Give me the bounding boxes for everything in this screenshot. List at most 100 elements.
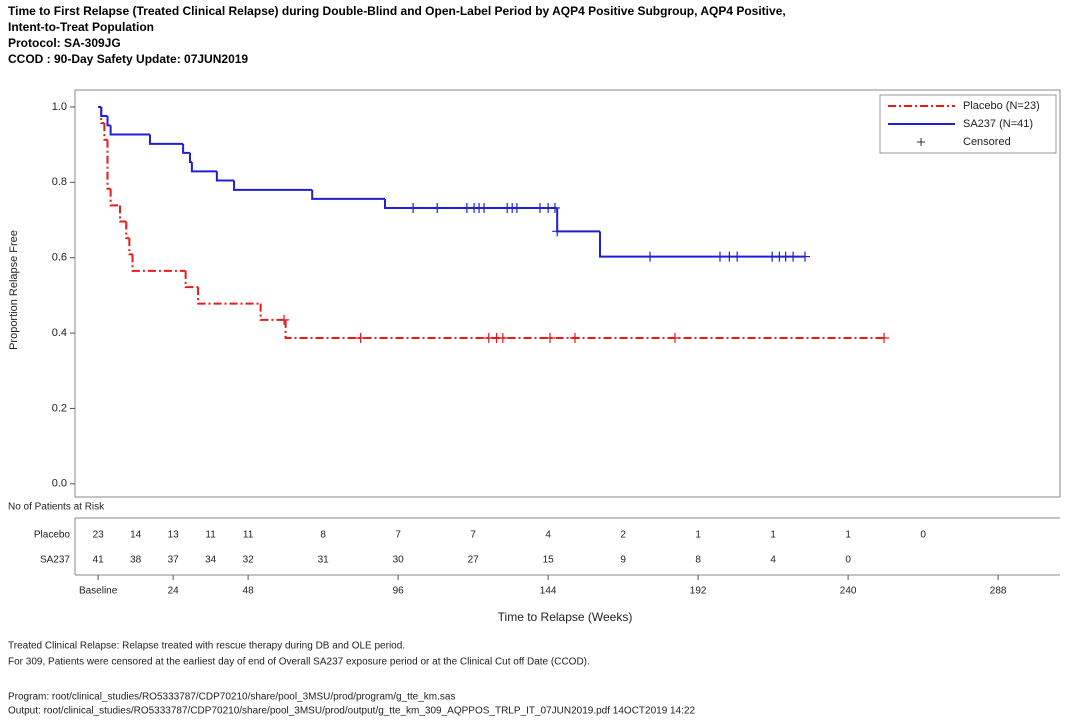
censor-mark — [800, 251, 810, 262]
x-tick-label: 240 — [840, 586, 857, 597]
survival-step — [109, 125, 150, 136]
plot-frame — [74, 89, 1061, 498]
survival-step — [106, 116, 111, 127]
survival-step — [149, 134, 184, 145]
risk-count: 27 — [468, 555, 480, 566]
survival-step — [125, 221, 130, 240]
y-axis-label: Proportion Relapse Free — [8, 230, 20, 350]
risk-count: 34 — [205, 555, 217, 566]
censor-mark — [715, 251, 725, 262]
censor-mark — [550, 202, 560, 213]
footnote: Output: root/clinical_studies/RO5333787/… — [8, 706, 696, 717]
survival-step — [190, 161, 217, 173]
x-tick-label: 192 — [690, 586, 707, 597]
legend-swatch — [917, 138, 925, 146]
x-axis-label: Time to Relapse (Weeks) — [498, 610, 633, 624]
risk-count: 0 — [920, 530, 926, 541]
risk-count: 8 — [320, 530, 326, 541]
risk-count: 14 — [130, 530, 142, 541]
x-tick-label: 96 — [393, 586, 405, 597]
risk-count: 41 — [93, 555, 105, 566]
title-line: Intent-to-Treat Population — [8, 20, 154, 34]
survival-step — [182, 143, 190, 154]
survival-step — [599, 231, 805, 258]
y-tick-label: 0.8 — [52, 176, 67, 188]
legend-label: SA237 (N=41) — [963, 118, 1033, 130]
x-tick-label: 24 — [168, 586, 180, 597]
title-line: Time to First Relapse (Treated Clinical … — [8, 4, 786, 18]
survival-step — [311, 189, 385, 200]
risk-count: 30 — [393, 555, 405, 566]
risk-table-title: No of Patients at Risk — [8, 502, 105, 513]
risk-count: 32 — [243, 555, 255, 566]
risk-count: 11 — [243, 530, 254, 541]
survival-step — [119, 205, 127, 223]
risk-count: 0 — [845, 555, 851, 566]
risk-count: 15 — [543, 555, 555, 566]
risk-count: 4 — [770, 555, 776, 566]
survival-step — [184, 270, 199, 289]
x-tick-label: Baseline — [79, 586, 118, 597]
survival-step — [100, 106, 108, 118]
censor-mark — [879, 332, 890, 343]
survival-step — [109, 188, 120, 207]
y-tick-label: 0.2 — [52, 402, 67, 414]
survival-step — [259, 303, 286, 321]
risk-count: 38 — [130, 555, 142, 566]
survival-step — [197, 287, 261, 305]
survival-step — [233, 180, 313, 191]
risk-count: 7 — [470, 530, 476, 541]
censor-mark — [432, 202, 443, 213]
censor-mark — [552, 226, 563, 237]
title-line: CCOD : 90-Day Safety Update: 07JUN2019 — [8, 52, 248, 66]
footnote: Treated Clinical Relapse: Relapse treate… — [8, 641, 405, 652]
censor-mark — [497, 332, 508, 343]
legend-label: Placebo (N=23) — [963, 100, 1040, 112]
risk-count: 1 — [770, 530, 776, 541]
risk-count: 9 — [620, 555, 626, 566]
censor-mark — [545, 332, 555, 343]
survival-step — [215, 171, 235, 182]
risk-count: 11 — [205, 530, 216, 541]
survival-step — [103, 123, 108, 141]
censor-mark — [732, 251, 743, 262]
risk-count: 31 — [318, 555, 330, 566]
censor-mark — [355, 332, 366, 343]
censor-mark — [279, 314, 290, 325]
censor-mark — [570, 332, 580, 343]
risk-count: 37 — [168, 555, 180, 566]
survival-step — [128, 238, 133, 256]
censor-mark — [670, 332, 680, 343]
risk-count: 8 — [695, 555, 701, 566]
censor-mark — [511, 202, 522, 213]
risk-count: 4 — [545, 530, 551, 541]
survival-step — [106, 139, 111, 190]
survival-step — [384, 198, 558, 209]
risk-row-label: Placebo — [34, 530, 71, 541]
survival-step — [131, 254, 186, 272]
title-line: Protocol: SA-309JG — [8, 36, 121, 50]
footnote: Program: root/clinical_studies/RO5333787… — [8, 692, 455, 703]
risk-count: 7 — [395, 530, 401, 541]
risk-count: 1 — [845, 530, 851, 541]
y-tick-label: 0.0 — [52, 478, 67, 490]
risk-row-label: SA237 — [40, 555, 70, 566]
censor-mark — [408, 202, 419, 213]
footnote: For 309, Patients were censored at the e… — [8, 657, 590, 668]
censor-mark — [788, 251, 799, 262]
survival-step — [556, 207, 600, 233]
x-tick-label: 48 — [243, 586, 255, 597]
risk-count: 1 — [695, 530, 701, 541]
x-tick-label: 144 — [540, 586, 557, 597]
y-tick-label: 0.6 — [52, 252, 67, 264]
y-tick-label: 0.4 — [52, 327, 67, 339]
survival-step — [189, 152, 192, 163]
risk-count: 13 — [168, 530, 180, 541]
risk-count: 23 — [93, 530, 105, 541]
censor-mark — [479, 202, 490, 213]
x-tick-label: 288 — [990, 586, 1007, 597]
y-tick-label: 1.0 — [52, 101, 67, 113]
censor-mark — [645, 251, 655, 262]
risk-count: 2 — [620, 530, 626, 541]
